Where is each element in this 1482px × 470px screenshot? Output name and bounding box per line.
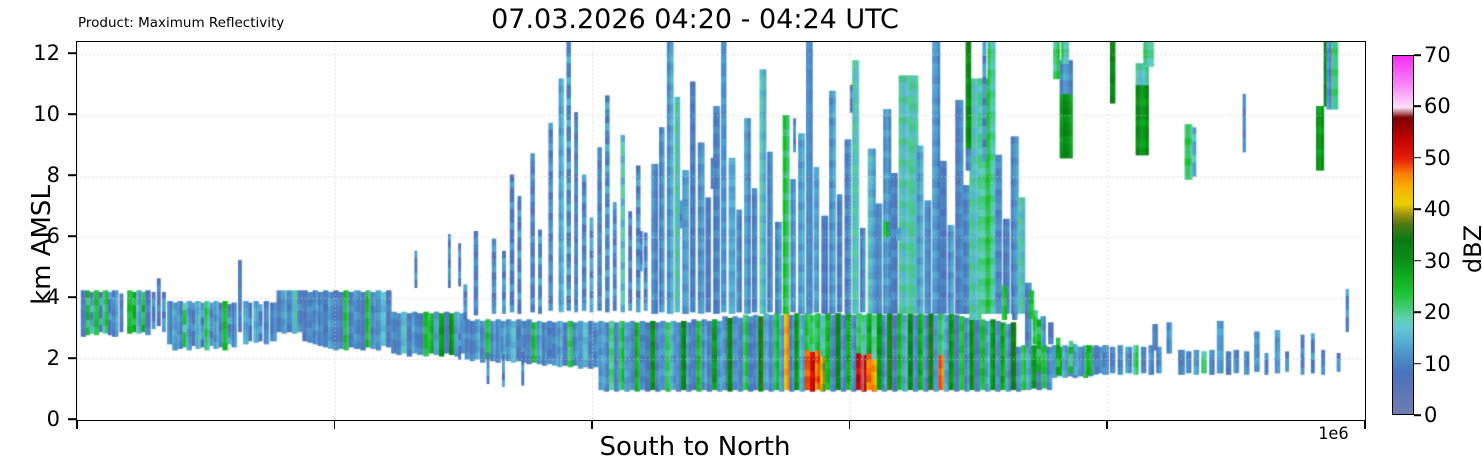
y-tick-mark <box>68 52 76 54</box>
y-tick-label: 12 <box>33 41 60 66</box>
reflectivity-heatmap-canvas <box>77 42 1365 420</box>
colorbar-tick-mark <box>1414 414 1421 416</box>
colorbar-tick-mark <box>1414 105 1421 108</box>
colorbar-tick-mark <box>1414 54 1421 56</box>
colorbar-title: dBZ <box>1459 224 1482 274</box>
colorbar-tick-label: 0 <box>1424 403 1438 427</box>
y-tick-label: 8 <box>46 163 60 188</box>
colorbar-tick-label: 10 <box>1424 351 1451 376</box>
colorbar-tick-mark <box>1414 157 1421 159</box>
x-axis-title: South to North <box>599 432 791 462</box>
y-tick-mark <box>68 174 76 176</box>
colorbar-gradient-canvas <box>1393 56 1413 414</box>
x-tick-mark <box>1364 421 1366 429</box>
y-tick-label: 4 <box>46 285 60 310</box>
plot-area <box>76 41 1366 421</box>
x-tick-mark <box>333 421 336 429</box>
y-tick-mark <box>68 296 76 298</box>
colorbar-tick-label: 40 <box>1424 197 1451 222</box>
y-tick-label: 2 <box>46 346 60 371</box>
chart-title: 07.03.2026 04:20 - 04:24 UTC <box>491 4 899 35</box>
product-note: Product: Maximum Reflectivity <box>78 15 285 31</box>
colorbar-tick-mark <box>1414 208 1421 211</box>
x-tick-mark <box>1106 421 1108 429</box>
colorbar-tick-label: 20 <box>1424 300 1451 325</box>
x-tick-mark <box>591 421 593 429</box>
x-tick-mark <box>848 421 851 429</box>
colorbar-tick-mark <box>1414 362 1421 365</box>
colorbar-tick-label: 60 <box>1424 94 1451 119</box>
colorbar-tick-label: 30 <box>1424 248 1451 273</box>
x-axis-offset-text: 1e6 <box>1318 424 1349 444</box>
y-tick-mark <box>68 235 76 237</box>
x-tick-mark <box>76 421 78 429</box>
y-tick-label: 6 <box>46 224 60 249</box>
y-tick-label: 10 <box>33 102 60 127</box>
y-tick-mark <box>68 418 76 420</box>
y-tick-label: 0 <box>46 407 60 431</box>
colorbar <box>1392 55 1414 415</box>
y-tick-mark <box>68 113 76 115</box>
colorbar-tick-label: 50 <box>1424 145 1451 170</box>
colorbar-tick-mark <box>1414 311 1421 313</box>
colorbar-tick-mark <box>1414 259 1421 262</box>
y-tick-mark <box>68 357 76 359</box>
colorbar-tick-label: 70 <box>1424 43 1451 67</box>
